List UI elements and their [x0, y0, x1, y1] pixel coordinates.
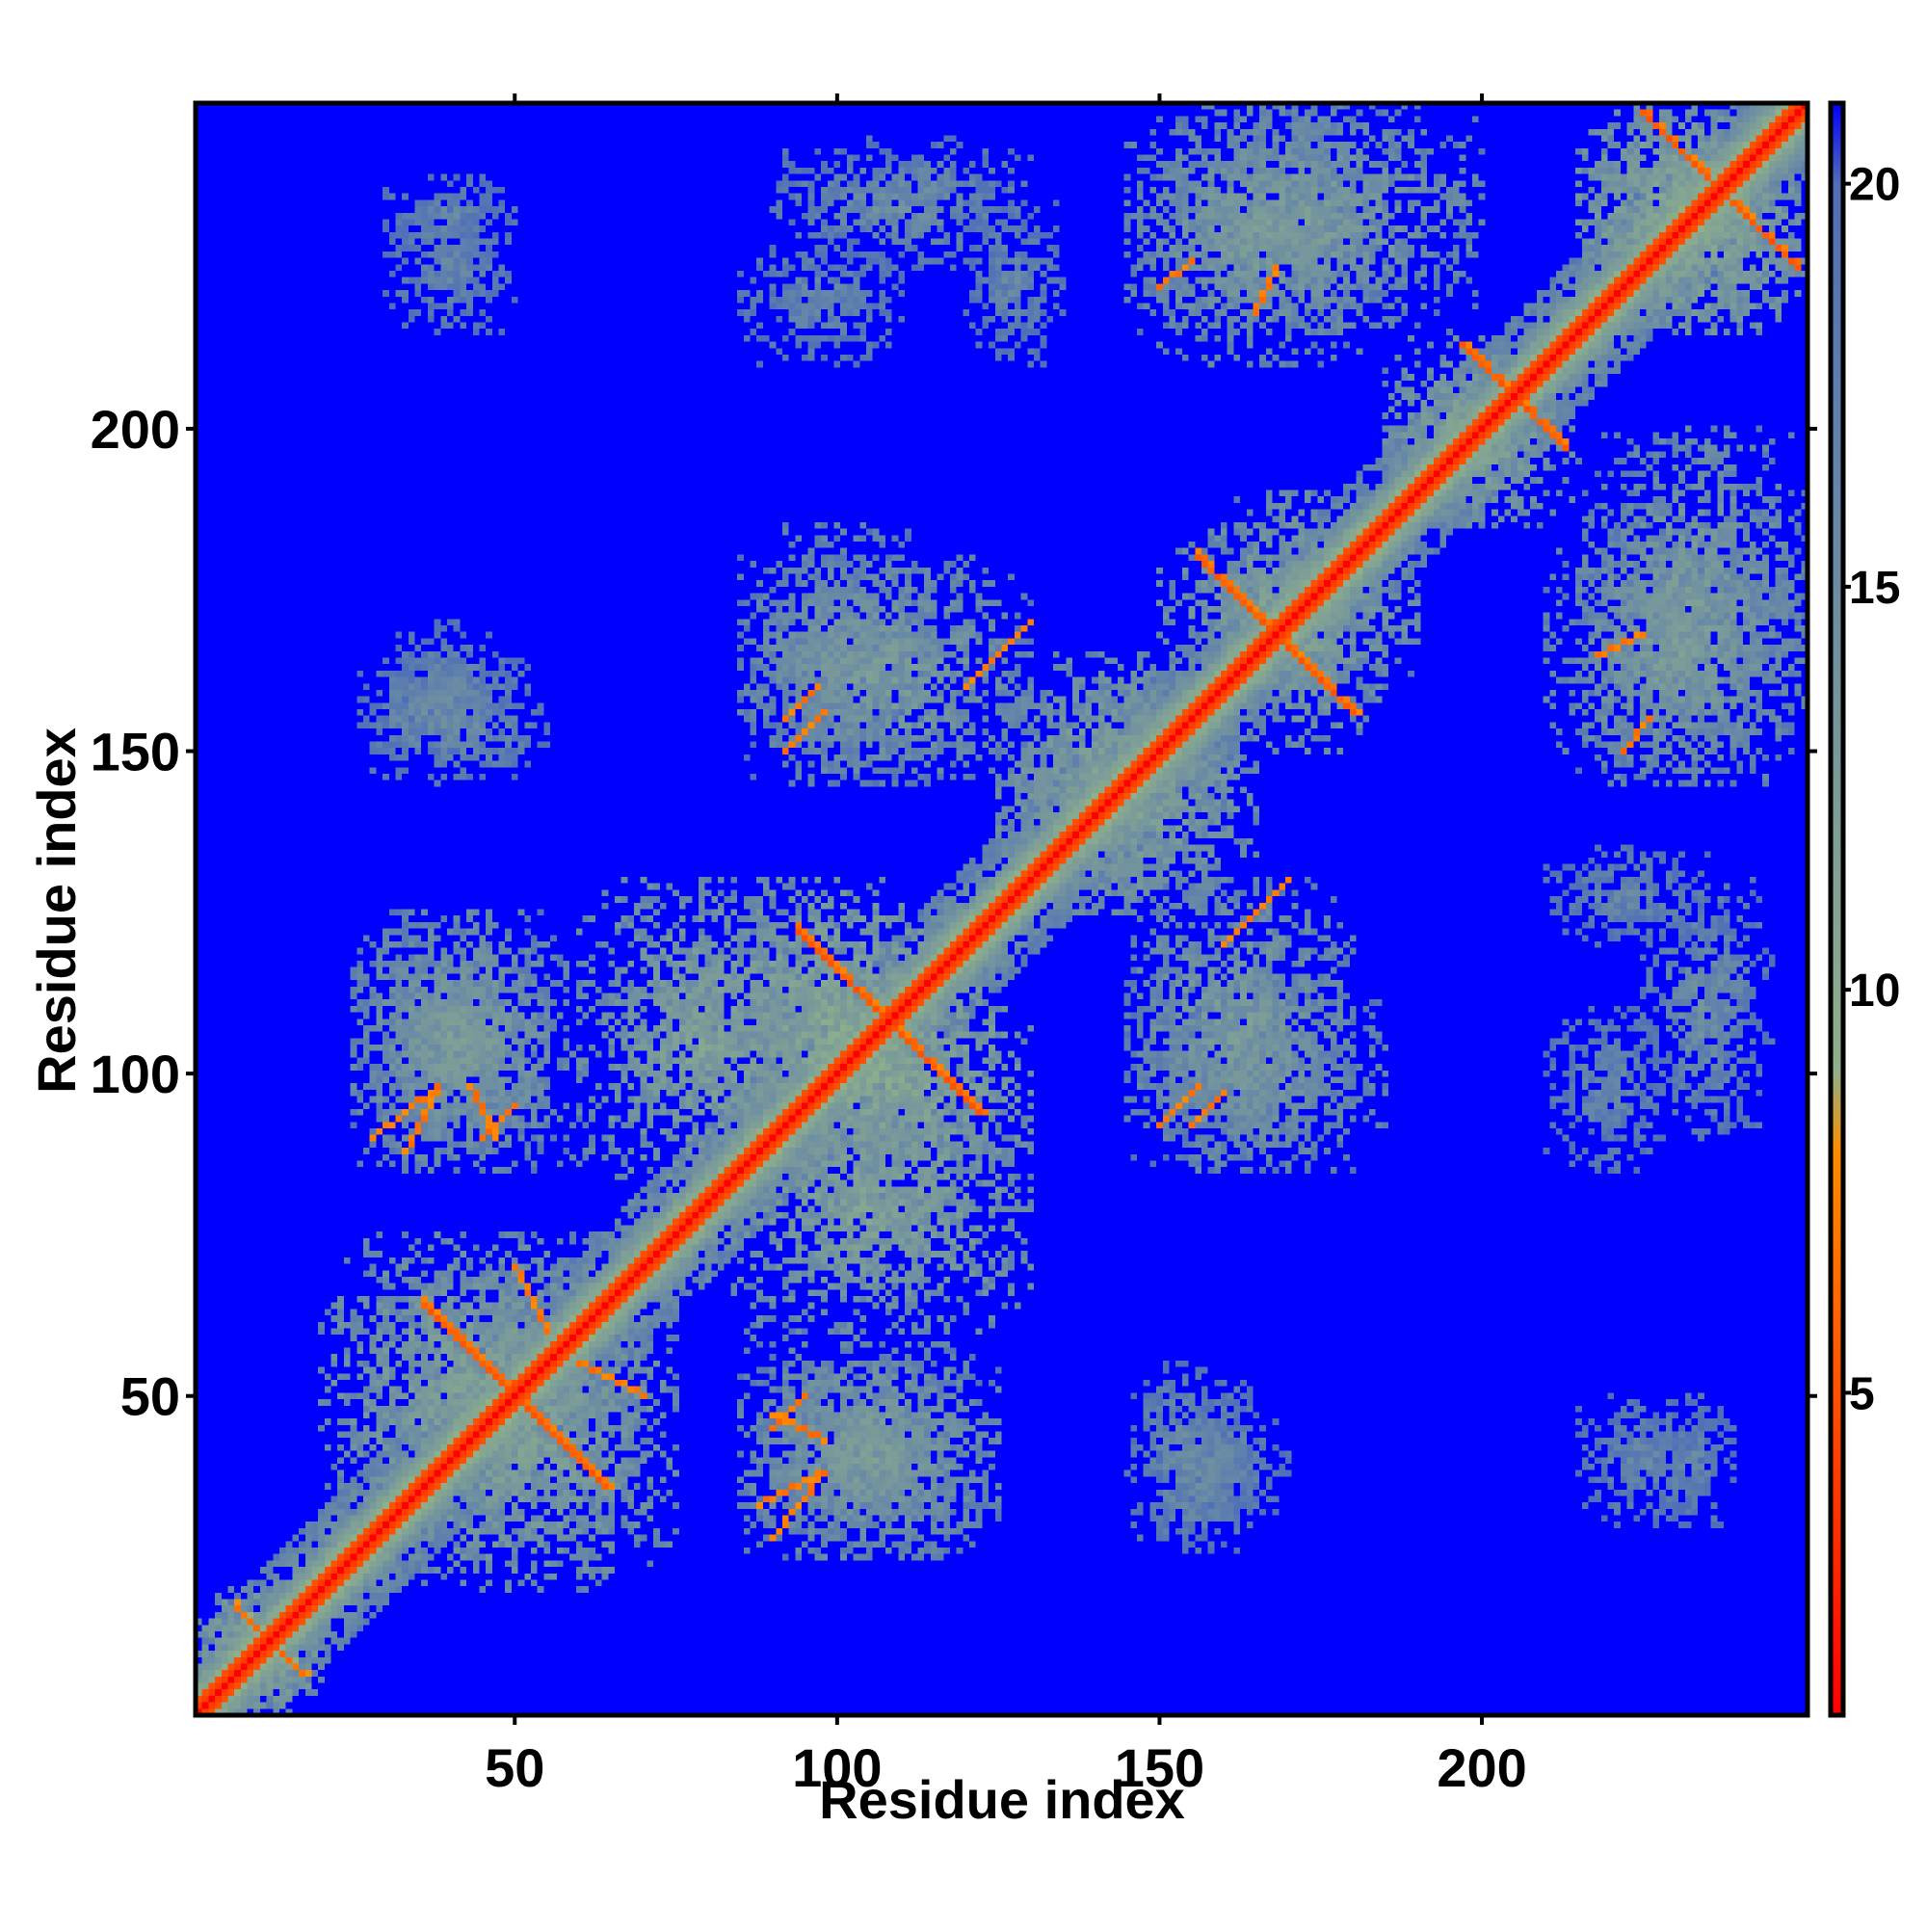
y-tick-label: 150 [91, 722, 180, 782]
heatmap-cells [196, 103, 1808, 1715]
x-tick-label: 50 [485, 1737, 544, 1798]
x-axis: 50 100 150 200 [485, 1715, 1527, 1798]
colorbar-tick-label: 20 [1849, 160, 1900, 211]
colorbar-tick-label: 5 [1849, 1368, 1875, 1419]
top-axis-ticks [513, 93, 1485, 103]
y-tick-label: 50 [120, 1366, 180, 1427]
y-axis-title: Residue index [26, 728, 87, 1094]
y-tick-label: 100 [91, 1044, 180, 1104]
colorbar: 5 10 15 20 [1828, 100, 1900, 1718]
x-tick-label: 200 [1437, 1737, 1526, 1798]
x-axis-title: Residue index [819, 1769, 1185, 1830]
x-tick-label: 100 [792, 1737, 882, 1798]
plot-frame [193, 100, 1810, 1718]
colorbar-gradient [1828, 100, 1846, 1718]
x-tick-label: 150 [1115, 1737, 1204, 1798]
colorbar-tick-label: 10 [1849, 966, 1900, 1017]
plot-area [193, 100, 1810, 1718]
y-tick-label: 200 [91, 399, 180, 460]
right-axis-ticks [1808, 426, 1817, 1398]
colorbar-tick-label: 15 [1849, 563, 1900, 614]
y-axis: 50 100 150 200 [91, 399, 196, 1427]
